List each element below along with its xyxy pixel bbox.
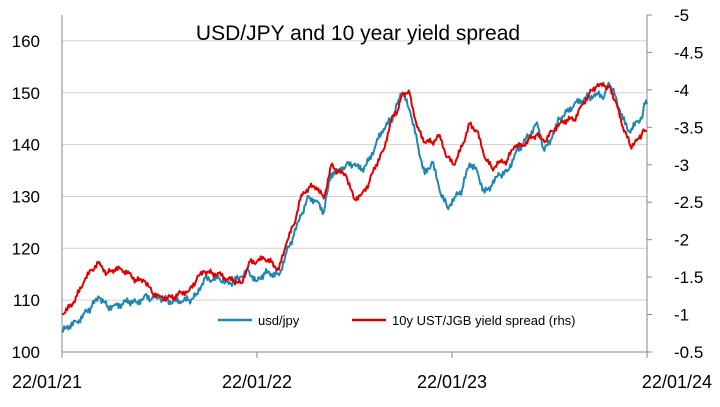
gridlines (62, 40, 647, 301)
y-right-tick-label: -1 (674, 306, 689, 325)
y-left-tick-label: 100 (12, 343, 40, 362)
axes: 100 110 120 130 140 150 160 -0.5 -1 -1.5 -2 -2.5 -3 -… (12, 6, 712, 392)
y-left-tick-label: 130 (12, 187, 40, 206)
y-right-tick-label: -2 (674, 231, 689, 250)
x-tick-label: 22/01/22 (222, 372, 292, 392)
y-left-tick-label: 150 (12, 84, 40, 103)
legend-entry: 10y UST/JGB yield spread (rhs) (392, 313, 576, 328)
y-right-tick-label: -5 (674, 6, 689, 25)
legend: usd/jpy 10y UST/JGB yield spread (rhs) (218, 313, 576, 328)
y-left-tick-label: 140 (12, 136, 40, 155)
y-right-tick-label: -4.5 (674, 43, 703, 62)
y-right-tick-label: -2.5 (674, 193, 703, 212)
y-left-tick-label: 120 (12, 239, 40, 258)
y-right-tick-label: -1.5 (674, 268, 703, 287)
series-line-yield-spread (61, 82, 648, 316)
x-tick-label: 22/01/24 (642, 372, 712, 392)
y-left-tick-label: 160 (12, 32, 40, 51)
y-left-tick-label: 110 (13, 291, 40, 310)
y-right-tick-label: -4 (674, 81, 689, 100)
y-right-tick-label: -3 (674, 156, 689, 175)
chart-title: USD/JPY and 10 year yield spread (196, 22, 520, 45)
series-line-usdjpy (61, 81, 648, 334)
series-lines (61, 81, 648, 334)
y-right-tick-label: -3.5 (674, 118, 703, 137)
x-tick-label: 22/01/21 (12, 372, 82, 392)
y-right-tick-label: -0.5 (674, 343, 703, 362)
legend-entry: usd/jpy (258, 313, 300, 328)
x-tick-label: 22/01/23 (417, 372, 487, 392)
